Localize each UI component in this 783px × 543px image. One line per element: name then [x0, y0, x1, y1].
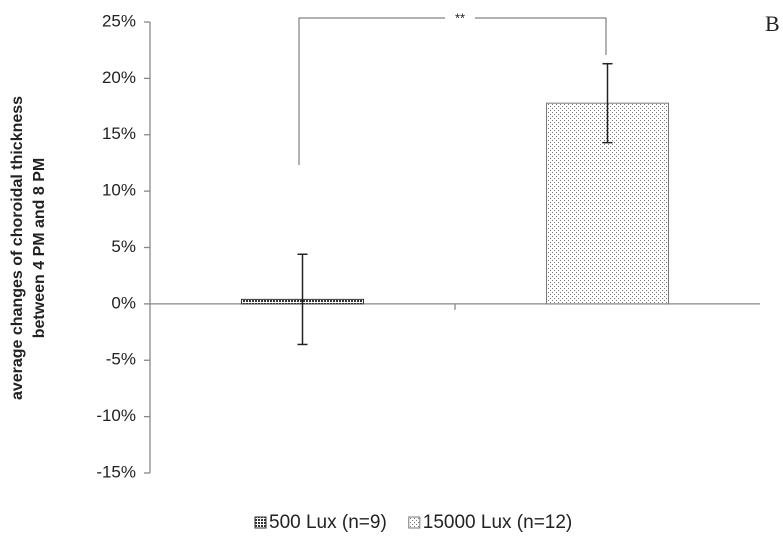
y-tick-label: -5% — [106, 350, 136, 369]
y-tick-label: 5% — [111, 237, 136, 256]
y-tick-label: -15% — [96, 462, 136, 481]
error-bar — [602, 62, 613, 144]
y-tick-label: 15% — [102, 124, 136, 143]
y-tick-label: -10% — [96, 406, 136, 425]
y-tick-label: 25% — [102, 11, 136, 30]
y-axis-label: between 4 PM and 8 PM — [31, 158, 48, 338]
panel-label: B — [765, 11, 780, 36]
y-tick-label: 10% — [102, 181, 136, 200]
legend-swatch — [254, 516, 267, 529]
y-tick-label: 20% — [102, 68, 136, 87]
y-tick-label: 0% — [111, 293, 136, 312]
legend-label: 15000 Lux (n=12) — [423, 512, 572, 533]
significance-bracket — [298, 17, 607, 165]
legend-label: 500 Lux (n=9) — [269, 512, 387, 533]
y-axis-label: average changes of choroidal thickness — [9, 96, 26, 400]
error-bar — [297, 253, 308, 346]
legend-swatch — [408, 516, 421, 529]
significance-label: ** — [455, 10, 465, 25]
